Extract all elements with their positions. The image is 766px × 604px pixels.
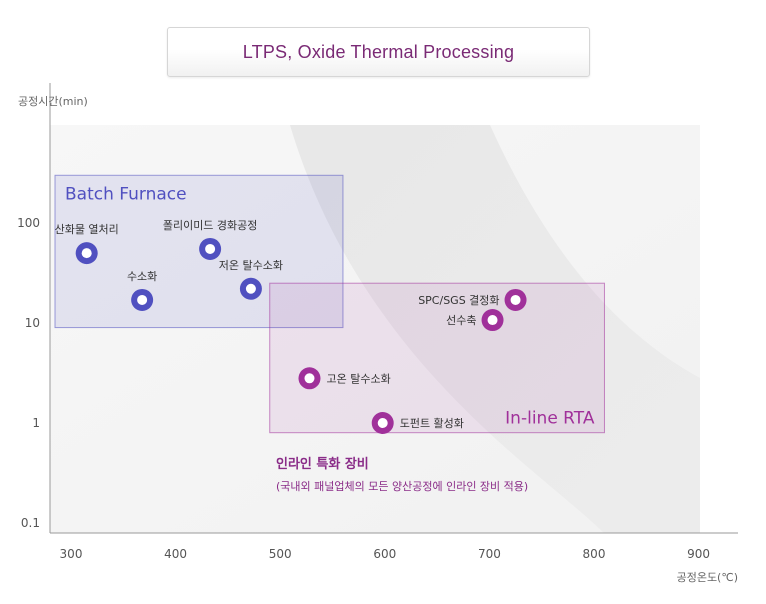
data-point-center: [510, 294, 521, 305]
y-tick-label: 0.1: [21, 516, 40, 530]
y-tick-label: 100: [17, 216, 40, 230]
x-tick-label: 300: [60, 547, 83, 561]
data-point: 도펀트 활성화: [371, 412, 464, 434]
data-point-label: 수소화: [127, 270, 157, 283]
data-point-label: 폴리이미드 경화공정: [163, 219, 258, 232]
y-tick-label: 1: [32, 416, 40, 430]
x-tick-label: 800: [583, 547, 606, 561]
inline-equipment-subtext: (국내외 패널업체의 모든 양산공정에 인라인 장비 적용): [276, 480, 528, 493]
data-point: 고온 탈수소화: [298, 367, 391, 390]
inline-equipment-heading: 인라인 특화 장비: [276, 456, 369, 472]
data-point-label: 도펀트 활성화: [400, 416, 464, 430]
chart-title-box: LTPS, Oxide Thermal Processing: [167, 27, 590, 77]
batch-furnace-label: Batch Furnace: [65, 184, 187, 204]
data-point: 폴리이미드 경화공정: [163, 219, 258, 260]
data-point-center: [81, 248, 92, 259]
data-point-label: 저온 탈수소화: [219, 259, 283, 272]
y-axis-label: 공정시간(min): [18, 95, 88, 108]
data-point-center: [245, 283, 256, 294]
data-point: 저온 탈수소화: [219, 259, 283, 300]
data-point-center: [377, 418, 388, 428]
in-line-rta-box: [269, 282, 605, 434]
y-tick-label: 10: [25, 316, 40, 330]
batch-furnace-box: [54, 174, 344, 329]
data-point: SPC/SGS 결정화: [418, 288, 527, 311]
data-point-center: [487, 315, 498, 326]
x-tick-label: 900: [687, 547, 710, 561]
data-point-center: [205, 243, 216, 254]
data-point: 선수축: [446, 309, 504, 332]
chart-title: LTPS, Oxide Thermal Processing: [242, 41, 515, 62]
data-point: 산화물 열처리: [55, 223, 119, 265]
group-boxes-layer: Batch Furnace In-line RTA: [54, 174, 605, 434]
data-point-label: 산화물 열처리: [55, 223, 119, 236]
x-tick-label: 500: [269, 547, 292, 561]
axes-layer: 300 400 500 600 700 800 900 0.1 1 10 100: [17, 83, 738, 561]
x-tick-label: 600: [373, 547, 396, 561]
data-point-center: [304, 373, 315, 384]
data-point-label: SPC/SGS 결정화: [418, 294, 499, 307]
in-line-rta-label: In-line RTA: [505, 409, 595, 429]
x-axis-label: 공정온도(℃): [677, 571, 738, 584]
x-tick-label: 700: [478, 547, 501, 561]
data-point-label: 선수축: [446, 314, 476, 327]
data-point-label: 고온 탈수소화: [326, 372, 390, 385]
x-tick-label: 400: [164, 547, 187, 561]
data-point: 수소화: [127, 270, 157, 311]
data-point-center: [137, 294, 148, 305]
